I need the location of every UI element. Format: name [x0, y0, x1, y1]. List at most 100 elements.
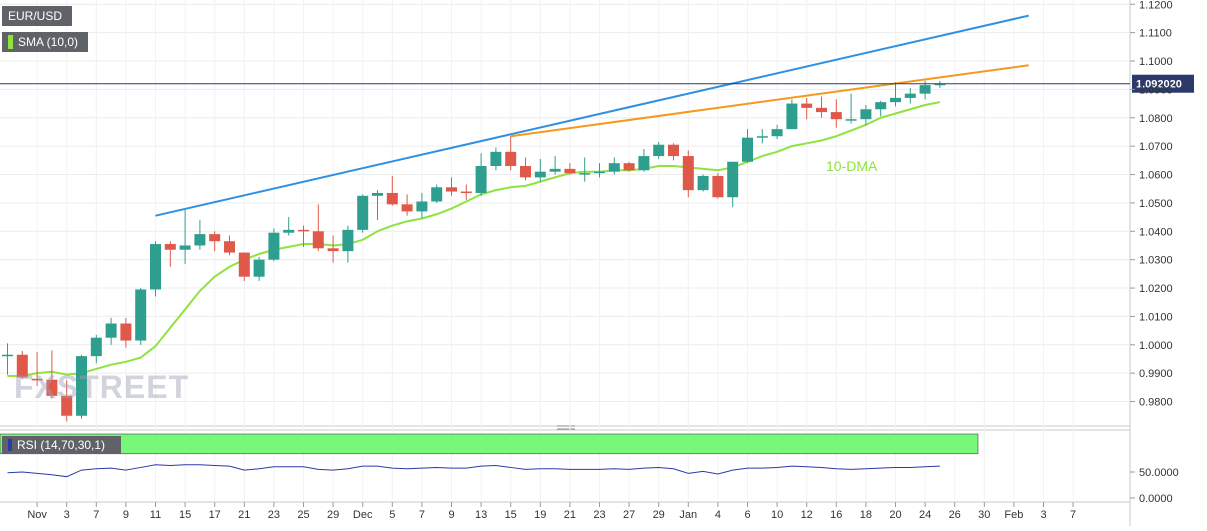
- candle-body: [386, 192, 398, 205]
- watermark-logo: FXSTREET: [14, 369, 189, 405]
- candle-body: [712, 175, 724, 198]
- price-tick-label: 1.1200: [1139, 0, 1173, 11]
- candle-body: [357, 195, 369, 230]
- date-tick-label: 21: [564, 509, 576, 521]
- candle-body: [224, 241, 235, 253]
- rsi-overbought-band: [0, 433, 979, 455]
- candle-body: [682, 156, 694, 191]
- price-tick-label: 0.9800: [1139, 397, 1173, 409]
- candle-body: [16, 354, 28, 378]
- price-tick-label: 1.0900: [1139, 84, 1173, 96]
- candle: [845, 93, 857, 124]
- price-tick-label: 0.9900: [1139, 368, 1173, 380]
- candle: [194, 219, 206, 250]
- date-tick-label: 17: [209, 509, 221, 521]
- candle-body: [549, 168, 561, 172]
- candle: [608, 157, 620, 175]
- date-tick-label: 15: [505, 509, 517, 521]
- candle: [416, 192, 428, 219]
- candle-body: [845, 119, 857, 121]
- candle: [697, 174, 709, 192]
- date-tick-label: Nov: [27, 509, 47, 521]
- candle: [268, 228, 280, 262]
- candle: [2, 343, 13, 375]
- candle: [90, 334, 102, 364]
- symbol-legend[interactable]: EUR/USD: [2, 6, 73, 26]
- candle: [594, 163, 605, 178]
- symbol-label: EUR/USD: [8, 9, 63, 23]
- date-tick-label: 25: [297, 509, 309, 521]
- date-tick-label: 6: [744, 509, 750, 521]
- date-tick-label: Jan: [679, 509, 697, 521]
- date-tick-label: 16: [830, 509, 842, 521]
- candle-body: [164, 244, 176, 250]
- last-price-badge: [1132, 74, 1194, 93]
- date-tick-label: 19: [534, 509, 546, 521]
- candle-body: [520, 166, 531, 178]
- candle: [638, 148, 650, 172]
- candle-body: [31, 378, 43, 381]
- candle-body: [875, 102, 887, 110]
- price-tick-label: 1.0200: [1139, 283, 1173, 295]
- candle: [653, 141, 665, 159]
- candle: [357, 194, 369, 233]
- candle-body: [756, 136, 768, 138]
- price-tick-label: 1.0000: [1139, 340, 1173, 352]
- candle-body: [431, 187, 443, 202]
- rsi-tick-label: 50.0000: [1139, 467, 1179, 479]
- candle-body: [505, 151, 517, 167]
- candle-body: [46, 379, 58, 396]
- price-tick-label: 1.0500: [1139, 198, 1173, 210]
- dma-annotation: 10-DMA: [826, 158, 878, 174]
- candle-body: [623, 163, 635, 171]
- rsi-line: [7, 464, 940, 478]
- candle-body: [401, 204, 413, 212]
- candle-body: [860, 109, 872, 120]
- candle-body: [771, 129, 783, 137]
- candle-body: [564, 168, 576, 174]
- candle-body: [150, 244, 161, 290]
- candle: [135, 288, 147, 345]
- candle: [564, 163, 576, 175]
- candle-body: [727, 161, 739, 198]
- candle: [549, 156, 561, 175]
- candle-body: [312, 231, 324, 249]
- sma-legend[interactable]: SMA (10,0): [2, 32, 89, 52]
- date-tick-label: 3: [1040, 509, 1046, 521]
- candle: [253, 256, 265, 281]
- candle: [431, 184, 443, 203]
- candle: [875, 100, 887, 117]
- rsi-tick-label: 0.0000: [1139, 493, 1173, 505]
- candle-body: [653, 144, 665, 157]
- candle: [224, 235, 235, 256]
- price-tick-label: 1.0600: [1139, 170, 1173, 182]
- candle: [904, 87, 916, 104]
- date-tick-label: 7: [1070, 509, 1076, 521]
- date-tick-label: 4: [715, 509, 721, 521]
- rsi-legend[interactable]: RSI (14,70,30,1): [2, 436, 122, 454]
- mid-trendline: [510, 64, 1029, 138]
- candle-body: [268, 232, 280, 260]
- candle-body: [209, 234, 221, 242]
- candle-body: [90, 337, 102, 357]
- candle-body: [372, 192, 383, 196]
- candle-body: [298, 229, 309, 232]
- candle: [490, 147, 502, 171]
- candle: [31, 351, 43, 386]
- price-tick-label: 1.0400: [1139, 226, 1173, 238]
- candle: [727, 161, 739, 208]
- candle: [623, 161, 635, 172]
- candle: [372, 190, 383, 220]
- candle: [283, 217, 295, 236]
- date-tick-label: 10: [771, 509, 783, 521]
- candle: [712, 173, 724, 199]
- price-tick-label: 1.0300: [1139, 255, 1173, 267]
- sma-line: [7, 101, 941, 378]
- date-tick-label: 15: [179, 509, 191, 521]
- candle: [801, 97, 813, 120]
- candle: [342, 225, 354, 263]
- candle-body: [327, 248, 339, 252]
- candle: [786, 99, 798, 130]
- candle-body: [490, 151, 502, 167]
- candle: [164, 241, 176, 267]
